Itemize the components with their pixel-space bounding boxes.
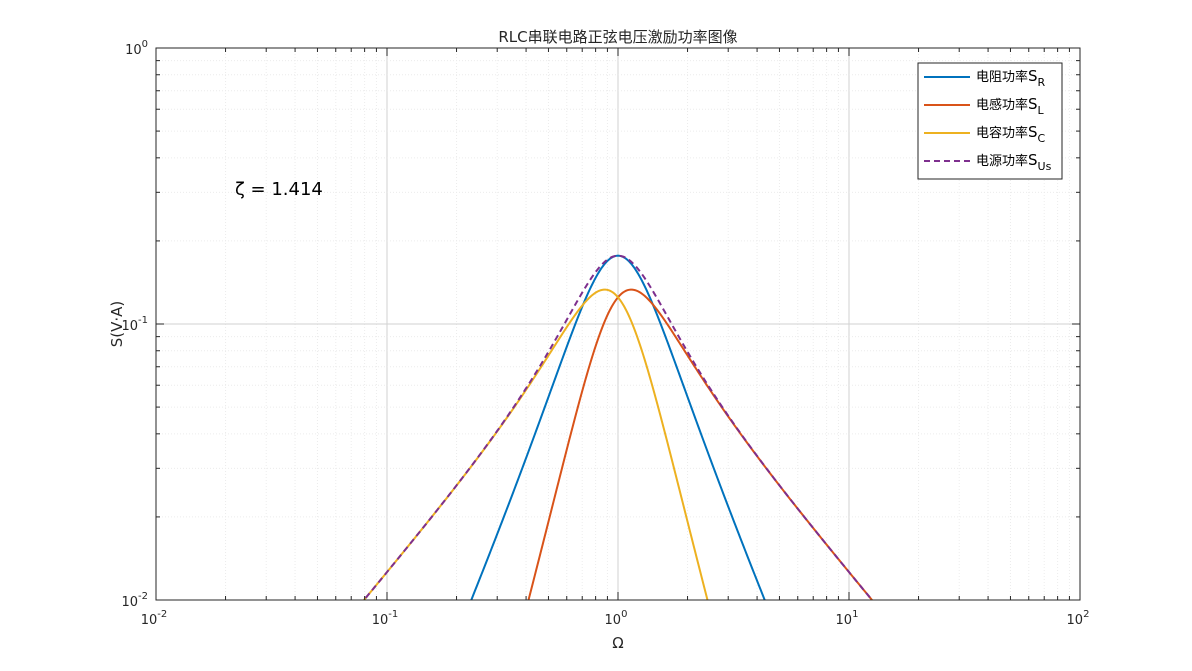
axes-layer: 10-2 10-1 100 101 102 10-2 10-1 100: [121, 39, 1089, 628]
legend-box: [917, 62, 1063, 180]
x-axis-label: Ω: [612, 634, 623, 652]
x-tick-label: 10-1: [372, 609, 399, 628]
legend-label-SC: 电容功率SC: [976, 123, 1046, 145]
grid-layer: [156, 48, 1080, 600]
zeta-annotation: ζ = 1.414: [235, 179, 323, 200]
legend-label-SUs: 电源功率SUs: [976, 151, 1052, 173]
x-tick-label: 102: [1067, 609, 1090, 628]
series-layer: [362, 254, 874, 600]
legend-label-SR: 电阻功率SR: [976, 67, 1046, 89]
y-tick-label: 100: [125, 39, 148, 58]
x-tick-label: 10-2: [141, 609, 168, 628]
legend: 电阻功率SR 电感功率SL 电容功率SC 电源功率SUs: [917, 62, 1063, 180]
chart-title: RLC串联电路正弦电压激励功率图像: [498, 28, 737, 46]
series-line-SR: [470, 254, 766, 600]
series-line-SC: [362, 288, 709, 600]
legend-label-SL: 电感功率SL: [976, 95, 1045, 117]
y-tick-label: 10-1: [121, 315, 148, 334]
y-axis-label: S(V·A): [108, 301, 126, 348]
y-tick-label: 10-2: [121, 591, 148, 610]
x-tick-label: 100: [605, 609, 628, 628]
x-tick-label: 101: [836, 609, 859, 628]
